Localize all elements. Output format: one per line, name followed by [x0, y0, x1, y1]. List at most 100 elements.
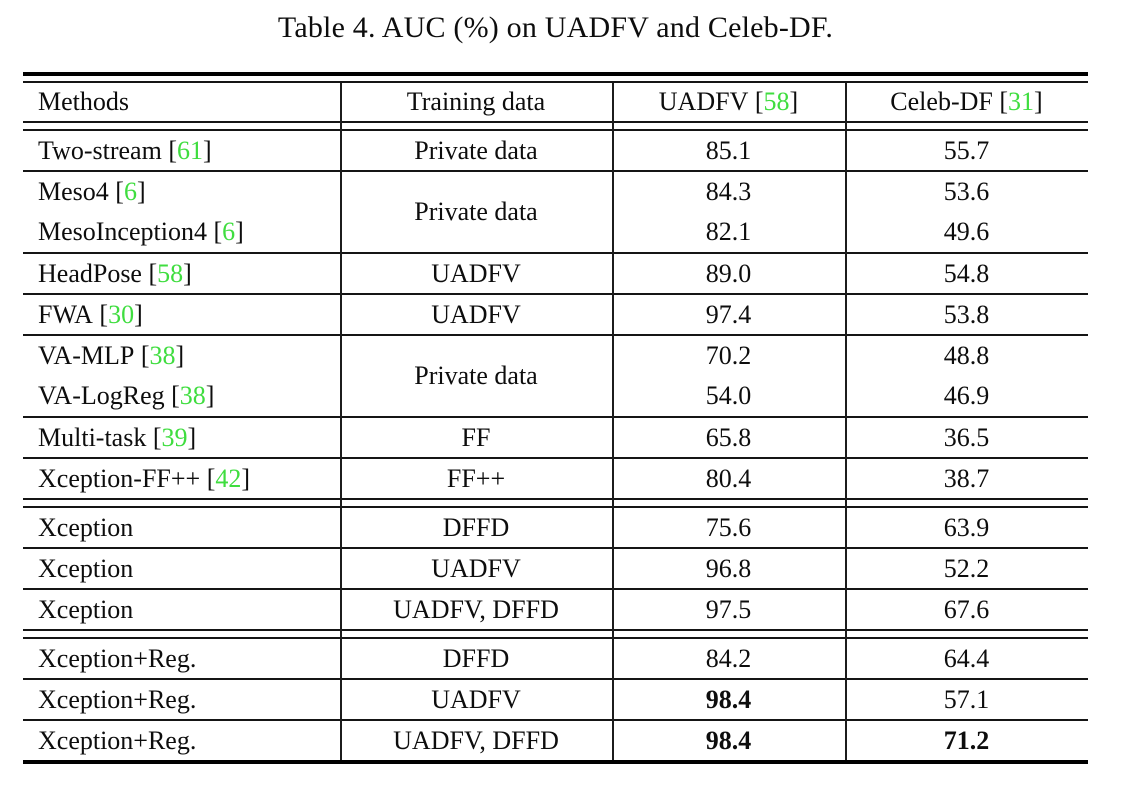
- training-data-cell: DFFD: [340, 513, 612, 543]
- training-data-cell: FF: [340, 423, 612, 453]
- table-row: Xception DFFD 75.6 63.9: [23, 508, 1088, 547]
- auc-number: 96.8: [705, 553, 752, 583]
- header-celeb-df: Celeb-DF [31]: [890, 87, 1043, 116]
- training-data-cell: Private data: [340, 197, 612, 227]
- training-data-value: UADFV, DFFD: [393, 725, 559, 755]
- section-separator-2: [23, 637, 1088, 639]
- method-cell: Multi-task [39]: [23, 423, 340, 453]
- celeb-df-value-cell: 36.5: [845, 423, 1088, 453]
- column-divider-1: [340, 83, 342, 760]
- method-cell: VA-MLP [38] VA-LogReg [38]: [23, 336, 340, 416]
- auc-value: 85.1: [612, 136, 845, 166]
- bracket: [: [171, 381, 180, 410]
- training-data-value: UADFV, DFFD: [393, 594, 559, 624]
- citation-number: 31: [1008, 87, 1035, 116]
- auc-number: 85.1: [705, 135, 752, 165]
- auc-number: 70.2: [705, 341, 752, 370]
- training-data-cell: UADFV: [340, 685, 612, 715]
- auc-value: 96.8: [612, 554, 845, 584]
- citation-number: 6: [222, 217, 236, 246]
- citation-number: 30: [108, 299, 135, 329]
- training-data-value: UADFV: [431, 684, 521, 714]
- header-methods: Methods: [23, 87, 340, 117]
- auc-value: 54.8: [845, 259, 1088, 289]
- training-data-value: DFFD: [442, 643, 510, 673]
- auc-value: 65.8: [612, 423, 845, 453]
- header-training-label: Training data: [406, 87, 546, 116]
- auc-number: 38.7: [943, 463, 990, 493]
- auc-value: 36.5: [845, 423, 1088, 453]
- column-divider-3: [845, 83, 847, 760]
- celeb-df-value-cell: 53.8: [845, 300, 1088, 330]
- table-row: VA-MLP [38] VA-LogReg [38] Private data 70.…: [23, 336, 1088, 416]
- table-row: Xception+Reg. UADFV 98.4 57.1: [23, 680, 1088, 719]
- top-rule-thick: [23, 72, 1088, 76]
- table-row: Meso4 [6] MesoInception4 [6] Private data 8…: [23, 172, 1088, 252]
- auc-value: 75.6: [612, 513, 845, 543]
- auc-number: 80.4: [705, 463, 752, 493]
- auc-number: 63.9: [943, 512, 990, 542]
- header-sep-rule-1: [23, 121, 1088, 123]
- celeb-df-value-cell: 48.8 46.9: [845, 336, 1088, 416]
- method-label: Meso4 [6]: [38, 172, 340, 212]
- auc-number: 57.1: [943, 684, 990, 714]
- auc-number: 98.4: [705, 684, 752, 714]
- auc-number: 48.8: [943, 341, 990, 370]
- method-cell: Xception+Reg.: [23, 644, 340, 674]
- citation-number: 58: [157, 258, 184, 288]
- row-separator: [23, 678, 1088, 680]
- training-data-value: Private data: [414, 135, 538, 165]
- method-name: Xception-FF++: [38, 463, 201, 493]
- auc-number: 82.1: [705, 217, 752, 246]
- auc-value: 54.0: [612, 376, 845, 416]
- bracket: ]: [202, 135, 212, 165]
- auc-number: 46.9: [943, 381, 990, 410]
- table-row: Two-stream [61] Private data 85.1 55.7: [23, 131, 1088, 170]
- auc-value: 53.8: [845, 300, 1088, 330]
- celeb-df-value-cell: 54.8: [845, 259, 1088, 289]
- citation-number: 6: [123, 177, 137, 206]
- uadfv-value-cell: 65.8: [612, 423, 845, 453]
- row-separator: [23, 293, 1088, 295]
- table-row: Xception UADFV 96.8 52.2: [23, 549, 1088, 588]
- auc-value: 67.6: [845, 595, 1088, 625]
- method-label: Xception: [38, 595, 340, 625]
- training-data-value: DFFD: [442, 512, 510, 542]
- row-separator: [23, 170, 1088, 172]
- row-separator: [23, 588, 1088, 590]
- method-label: VA-LogReg [38]: [38, 376, 340, 416]
- row-separator: [23, 334, 1088, 336]
- method-label: Multi-task [39]: [38, 423, 340, 453]
- uadfv-value-cell: 84.3 82.1: [612, 172, 845, 252]
- method-cell: Xception: [23, 513, 340, 543]
- top-rule-thin: [23, 81, 1088, 83]
- auc-value: 97.4: [612, 300, 845, 330]
- uadfv-value-cell: 75.6: [612, 513, 845, 543]
- method-name: FWA: [38, 299, 93, 329]
- method-name: Xception+Reg.: [38, 725, 197, 755]
- auc-value: 98.4: [612, 685, 845, 715]
- citation-number: 42: [215, 463, 242, 493]
- citation-number: 58: [763, 87, 790, 116]
- bracket: [: [152, 422, 162, 452]
- method-label: Two-stream [61]: [38, 136, 340, 166]
- auc-value: 49.6: [845, 212, 1088, 252]
- auc-value: 38.7: [845, 464, 1088, 494]
- bracket: [: [115, 177, 124, 206]
- auc-number: 97.4: [705, 299, 752, 329]
- results-table: Methods Training data UADFV [58] Celeb-D…: [23, 72, 1088, 764]
- auc-value: 98.4: [612, 726, 845, 756]
- row-separator: [23, 252, 1088, 254]
- uadfv-value-cell: 96.8: [612, 554, 845, 584]
- training-data-value: UADFV: [431, 553, 521, 583]
- header-sep-rule-2: [23, 129, 1088, 131]
- method-name: Xception: [38, 512, 134, 542]
- bracket: ]: [175, 341, 185, 370]
- training-data-value: FF: [461, 422, 491, 452]
- training-data-value: UADFV: [431, 299, 521, 329]
- uadfv-value-cell: 89.0: [612, 259, 845, 289]
- method-label: Xception+Reg.: [38, 685, 340, 715]
- citation-number: 38: [179, 381, 206, 410]
- method-cell: HeadPose [58]: [23, 259, 340, 289]
- method-cell: Xception: [23, 554, 340, 584]
